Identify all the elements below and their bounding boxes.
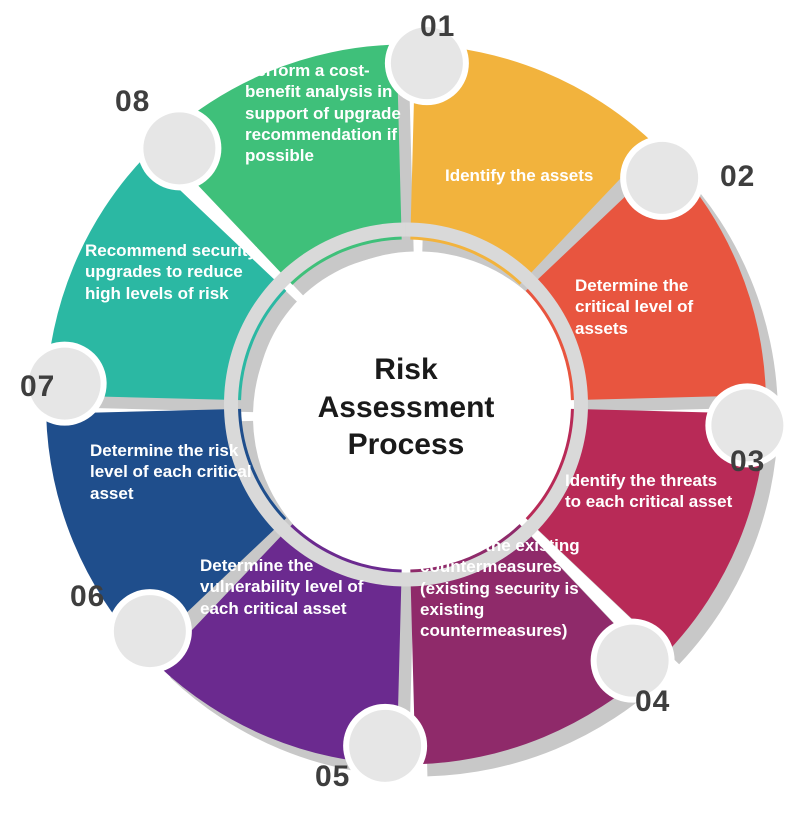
wheel-svg <box>0 0 812 812</box>
risk-assessment-wheel <box>0 0 812 817</box>
